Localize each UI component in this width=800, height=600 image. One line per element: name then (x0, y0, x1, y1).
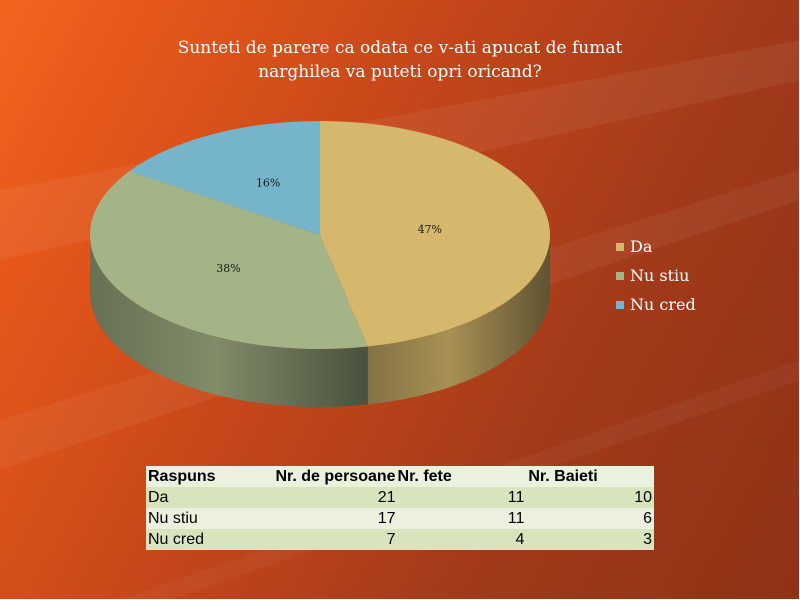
legend-label: Nu cred (630, 295, 696, 314)
pie-percent-label: 47% (418, 223, 442, 236)
pie-slice-da (320, 121, 550, 347)
pie-labels: 47% 38% 16% (216, 177, 442, 275)
table-cell: Nu stiu (148, 510, 198, 527)
legend-item-nu-stiu: Nu stiu (616, 261, 786, 290)
pie-chart: 47% 38% 16% (90, 121, 550, 407)
pie-slice-nu-cred (129, 121, 320, 235)
pie-slice-nu-stiu (90, 171, 368, 349)
table-header-cell: Nr. Baieti (528, 468, 598, 485)
table-header-row: Raspuns Nr. de persoane Nr. fete Nr. Bai… (146, 466, 654, 487)
table-cell: 21 (377, 489, 396, 506)
legend-label: Nu stiu (630, 266, 690, 285)
table-row: Da 21 11 10 (146, 487, 654, 508)
legend-swatch (616, 271, 624, 280)
table-cell: 11 (507, 489, 525, 506)
legend-swatch (616, 300, 624, 309)
legend-swatch (616, 242, 624, 251)
legend-item-nu-cred: Nu cred (616, 290, 786, 319)
table-cell: 7 (386, 531, 396, 548)
table-cell: 6 (643, 510, 652, 527)
chart-legend: Da Nu stiu Nu cred (616, 232, 786, 319)
table-cell: 3 (643, 531, 652, 548)
pie-percent-label: 16% (256, 177, 280, 190)
pie-slice-side (90, 235, 368, 407)
table-cell: 17 (377, 510, 396, 527)
data-table: Raspuns Nr. de persoane Nr. fete Nr. Bai… (146, 466, 654, 550)
table-cell: Da (148, 489, 169, 506)
table-header-cell: Nr. de persoane (275, 468, 396, 485)
pie-top (90, 121, 550, 349)
table-header-cell: Nr. fete (397, 468, 452, 485)
chart-title: Sunteti de parere ca odata ce v-ati apuc… (177, 38, 623, 82)
table-cell: 11 (507, 510, 525, 527)
legend-item-da: Da (616, 232, 786, 261)
table-row: Nu stiu 17 11 6 (146, 508, 654, 529)
legend-label: Da (630, 237, 653, 256)
table-cell: Nu cred (148, 531, 205, 548)
table-cell: 10 (634, 489, 652, 506)
table-row: Nu cred 7 4 3 (146, 529, 654, 550)
table-cell: 4 (515, 531, 525, 548)
pie-sides (90, 235, 550, 407)
pie-slice-side (367, 235, 550, 405)
table-header-cell: Raspuns (148, 468, 216, 485)
pie-percent-label: 38% (216, 262, 240, 275)
